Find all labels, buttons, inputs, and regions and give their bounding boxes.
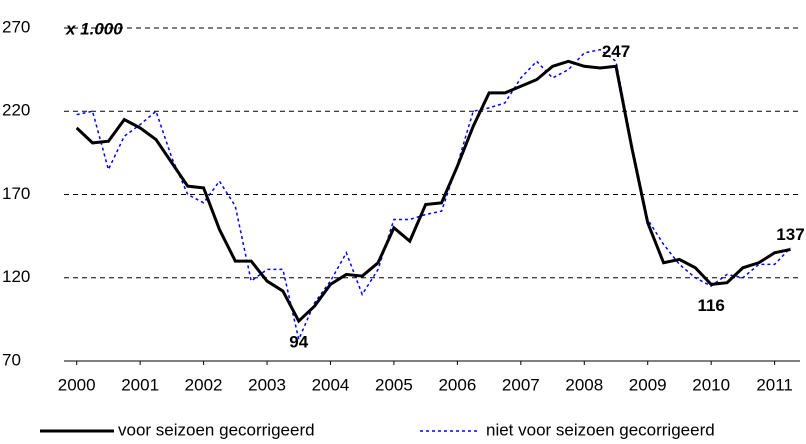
annotation: 94: [289, 333, 308, 352]
annotation: 247: [602, 42, 630, 61]
x-tick-label: 2004: [312, 375, 350, 394]
y-tick-label: 70: [2, 350, 21, 369]
y-tick-label: 120: [2, 267, 30, 286]
x-tick-label: 2003: [248, 375, 286, 394]
series-line: [76, 48, 792, 342]
x-tick-label: 2005: [375, 375, 413, 394]
legend-label: niet voor seizoen gecorrigeerd: [486, 420, 715, 439]
chart-subtitle: x 1.000: [65, 19, 123, 38]
x-tick-label: 2011: [756, 375, 793, 394]
x-tick-label: 2000: [58, 375, 96, 394]
x-tick-label: 2007: [502, 375, 540, 394]
x-tick-label: 2010: [692, 375, 730, 394]
x-tick-label: 2006: [438, 375, 476, 394]
annotation: 137: [776, 225, 804, 244]
y-tick-label: 170: [2, 184, 30, 203]
x-tick-label: 2009: [629, 375, 667, 394]
y-tick-label: 220: [2, 101, 30, 120]
x-tick-label: 2001: [121, 375, 159, 394]
x-tick-label: 2002: [185, 375, 223, 394]
y-tick-label: 270: [2, 17, 30, 36]
annotation: 116: [697, 296, 724, 315]
x-tick-label: 2008: [565, 375, 603, 394]
series-line: [75, 59, 791, 324]
legend-label: voor seizoen gecorrigeerd: [118, 420, 315, 439]
